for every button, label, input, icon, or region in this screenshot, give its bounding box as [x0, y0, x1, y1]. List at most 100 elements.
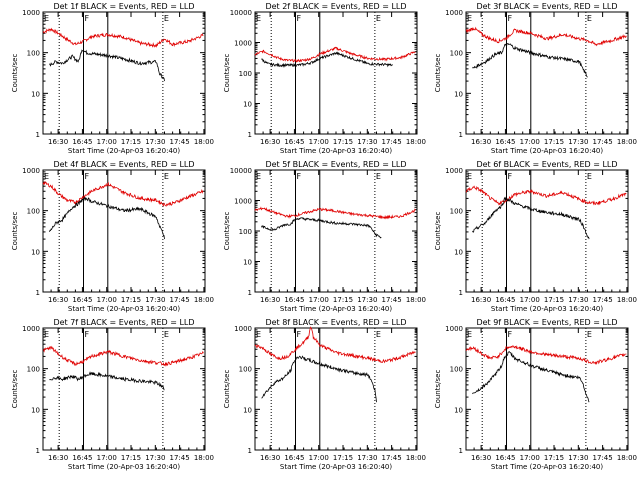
plot-frame	[254, 327, 418, 451]
y-axis-label: Counts/sec	[223, 54, 231, 93]
y-tick-label: 10	[454, 406, 463, 414]
y-tick-label: 1000	[22, 325, 40, 333]
y-axis-label: Counts/sec	[434, 54, 442, 93]
x-tick-label: 17:00	[97, 454, 117, 462]
lld-rate-line	[465, 185, 627, 206]
event-rate-line	[261, 217, 382, 239]
interval-marker-label: E	[44, 172, 49, 181]
lld-rate-line	[42, 180, 204, 207]
x-axis-label: Start Time (20-Apr-03 16:20:40)	[491, 147, 603, 155]
panel-title: Det 1f BLACK = Events, RED = LLD	[53, 2, 194, 11]
lld-rate-line	[465, 26, 627, 47]
panel-det-4: Det 4f BLACK = Events, RED = LLD 1 10 100 10…	[11, 160, 214, 313]
x-tick-label: 17:15	[544, 454, 564, 462]
event-rate-line	[49, 49, 165, 82]
interval-marker-label: E	[164, 14, 169, 23]
interval-marker-label: E	[256, 172, 261, 181]
x-tick-label: 16:30	[471, 296, 491, 304]
event-rate-line	[472, 351, 590, 403]
y-tick-label: 10	[31, 90, 40, 98]
panel-title: Det 9f BLACK = Events, RED = LLD	[476, 318, 617, 327]
lld-rate-line	[42, 27, 204, 48]
interval-marker-label: E	[376, 172, 381, 181]
lld-rate-line	[42, 345, 204, 367]
interval-marker-label: F	[85, 172, 90, 181]
x-tick-label: 16:45	[495, 454, 515, 462]
lld-rate-line	[465, 345, 627, 365]
plot-frame	[465, 169, 629, 293]
x-tick-label: 16:45	[495, 138, 515, 146]
y-tick-label: 10000	[230, 167, 252, 175]
plot-frame	[465, 327, 629, 451]
x-tick-label: 16:30	[260, 454, 280, 462]
x-tick-label: 17:15	[121, 454, 141, 462]
y-axis-label: Counts/sec	[434, 212, 442, 251]
interval-marker-label: E	[376, 14, 381, 23]
x-tick-label: 17:15	[121, 138, 141, 146]
y-tick-label: 1000	[22, 9, 40, 17]
x-tick-label: 17:45	[382, 454, 402, 462]
x-tick-label: 17:30	[145, 296, 165, 304]
x-axis-label: Start Time (20-Apr-03 16:20:40)	[68, 147, 180, 155]
x-tick-label: 17:15	[333, 296, 353, 304]
x-axis-label: Start Time (20-Apr-03 16:20:40)	[68, 463, 180, 471]
y-tick-label: 1	[459, 447, 463, 455]
x-axis-label: Start Time (20-Apr-03 16:20:40)	[491, 305, 603, 313]
x-tick-label: 17:45	[593, 454, 613, 462]
plot-frame	[42, 169, 206, 293]
panel-title: Det 2f BLACK = Events, RED = LLD	[265, 2, 406, 11]
event-rate-line	[472, 43, 588, 78]
y-tick-label: 100	[239, 70, 252, 78]
x-tick-label: 17:45	[382, 296, 402, 304]
y-tick-label: 1	[36, 289, 40, 297]
y-tick-label: 1	[36, 131, 40, 139]
x-tick-label: 17:45	[170, 454, 190, 462]
y-axis-label: Counts/sec	[11, 370, 19, 409]
x-tick-label: 17:15	[121, 296, 141, 304]
x-axis-label: Start Time (20-Apr-03 16:20:40)	[280, 463, 392, 471]
x-tick-label: 17:00	[309, 454, 329, 462]
x-tick-label: 18:00	[406, 454, 426, 462]
interval-marker-label: E	[587, 14, 592, 23]
x-tick-label: 18:00	[194, 296, 214, 304]
y-tick-label: 10	[454, 90, 463, 98]
interval-marker-label: F	[508, 14, 513, 23]
y-tick-label: 10	[243, 406, 252, 414]
interval-marker-label: E	[164, 330, 169, 339]
plot-frame	[254, 169, 418, 293]
interval-marker-label: F	[297, 330, 302, 339]
panel-title: Det 7f BLACK = Events, RED = LLD	[53, 318, 194, 327]
y-axis-label: Counts/sec	[11, 212, 19, 251]
panel-det-2: Det 2f BLACK = Events, RED = LLD 1 10 100 10…	[223, 2, 426, 155]
x-tick-label: 18:00	[406, 138, 426, 146]
y-tick-label: 100	[27, 208, 40, 216]
y-tick-label: 1000	[22, 167, 40, 175]
x-tick-label: 17:45	[593, 296, 613, 304]
panel-title: Det 3f BLACK = Events, RED = LLD	[476, 2, 617, 11]
x-tick-label: 16:45	[72, 138, 92, 146]
x-tick-label: 17:45	[170, 296, 190, 304]
x-tick-label: 17:15	[333, 454, 353, 462]
x-tick-label: 17:00	[97, 296, 117, 304]
x-tick-label: 17:30	[145, 138, 165, 146]
lld-rate-line	[254, 206, 416, 220]
x-tick-label: 18:00	[617, 138, 637, 146]
event-rate-line	[49, 197, 165, 240]
panel-title: Det 4f BLACK = Events, RED = LLD	[53, 160, 194, 169]
plot-frame	[42, 327, 206, 451]
y-tick-label: 1000	[234, 325, 252, 333]
interval-marker-label: E	[587, 172, 592, 181]
y-tick-label: 10	[31, 248, 40, 256]
panel-title: Det 8f BLACK = Events, RED = LLD	[265, 318, 406, 327]
y-tick-label: 10	[454, 248, 463, 256]
y-tick-label: 100	[239, 366, 252, 374]
y-tick-label: 10000	[230, 9, 252, 17]
panel-title: Det 6f BLACK = Events, RED = LLD	[476, 160, 617, 169]
panel-title: Det 5f BLACK = Events, RED = LLD	[265, 160, 406, 169]
y-tick-label: 10	[31, 406, 40, 414]
y-tick-label: 1000	[234, 40, 252, 48]
y-tick-label: 1000	[445, 9, 463, 17]
event-rate-line	[261, 51, 393, 68]
x-tick-label: 17:30	[357, 296, 377, 304]
